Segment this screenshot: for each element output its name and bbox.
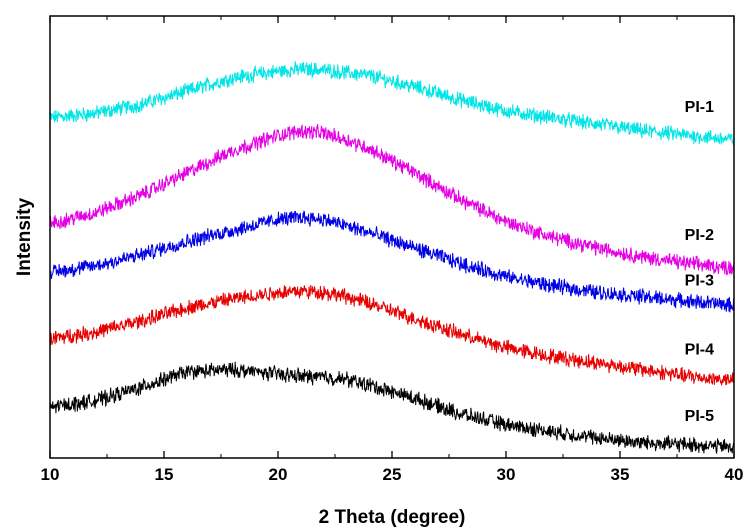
x-tick-label: 40 bbox=[725, 465, 744, 484]
x-tick-label: 15 bbox=[155, 465, 174, 484]
series-label-pi-2: PI-2 bbox=[685, 227, 714, 244]
x-tick-label: 20 bbox=[269, 465, 288, 484]
series-line-pi-4 bbox=[49, 285, 735, 386]
series-line-pi-2 bbox=[49, 124, 735, 276]
series-line-pi-1 bbox=[49, 61, 735, 147]
series-label-pi-4: PI-4 bbox=[685, 342, 714, 359]
y-axis-title: Intensity bbox=[14, 198, 35, 277]
x-tick-label: 25 bbox=[383, 465, 402, 484]
series-label-pi-3: PI-3 bbox=[685, 273, 714, 290]
x-tick-labels: 10 15 20 25 30 35 40 bbox=[41, 465, 744, 484]
x-tick-label: 35 bbox=[611, 465, 630, 484]
x-tick-label: 30 bbox=[497, 465, 516, 484]
series-label-pi-5: PI-5 bbox=[685, 408, 714, 425]
series-line-pi-3 bbox=[49, 210, 735, 313]
axis-ticks bbox=[49, 16, 735, 458]
series-labels: PI-1 PI-2 PI-3 PI-4 PI-5 bbox=[685, 99, 714, 425]
series-label-pi-1: PI-1 bbox=[685, 99, 714, 116]
plot-area bbox=[49, 61, 735, 454]
x-axis-title: 2 Theta (degree) bbox=[319, 507, 466, 528]
series-line-pi-5 bbox=[49, 361, 735, 454]
x-tick-label: 10 bbox=[41, 465, 60, 484]
